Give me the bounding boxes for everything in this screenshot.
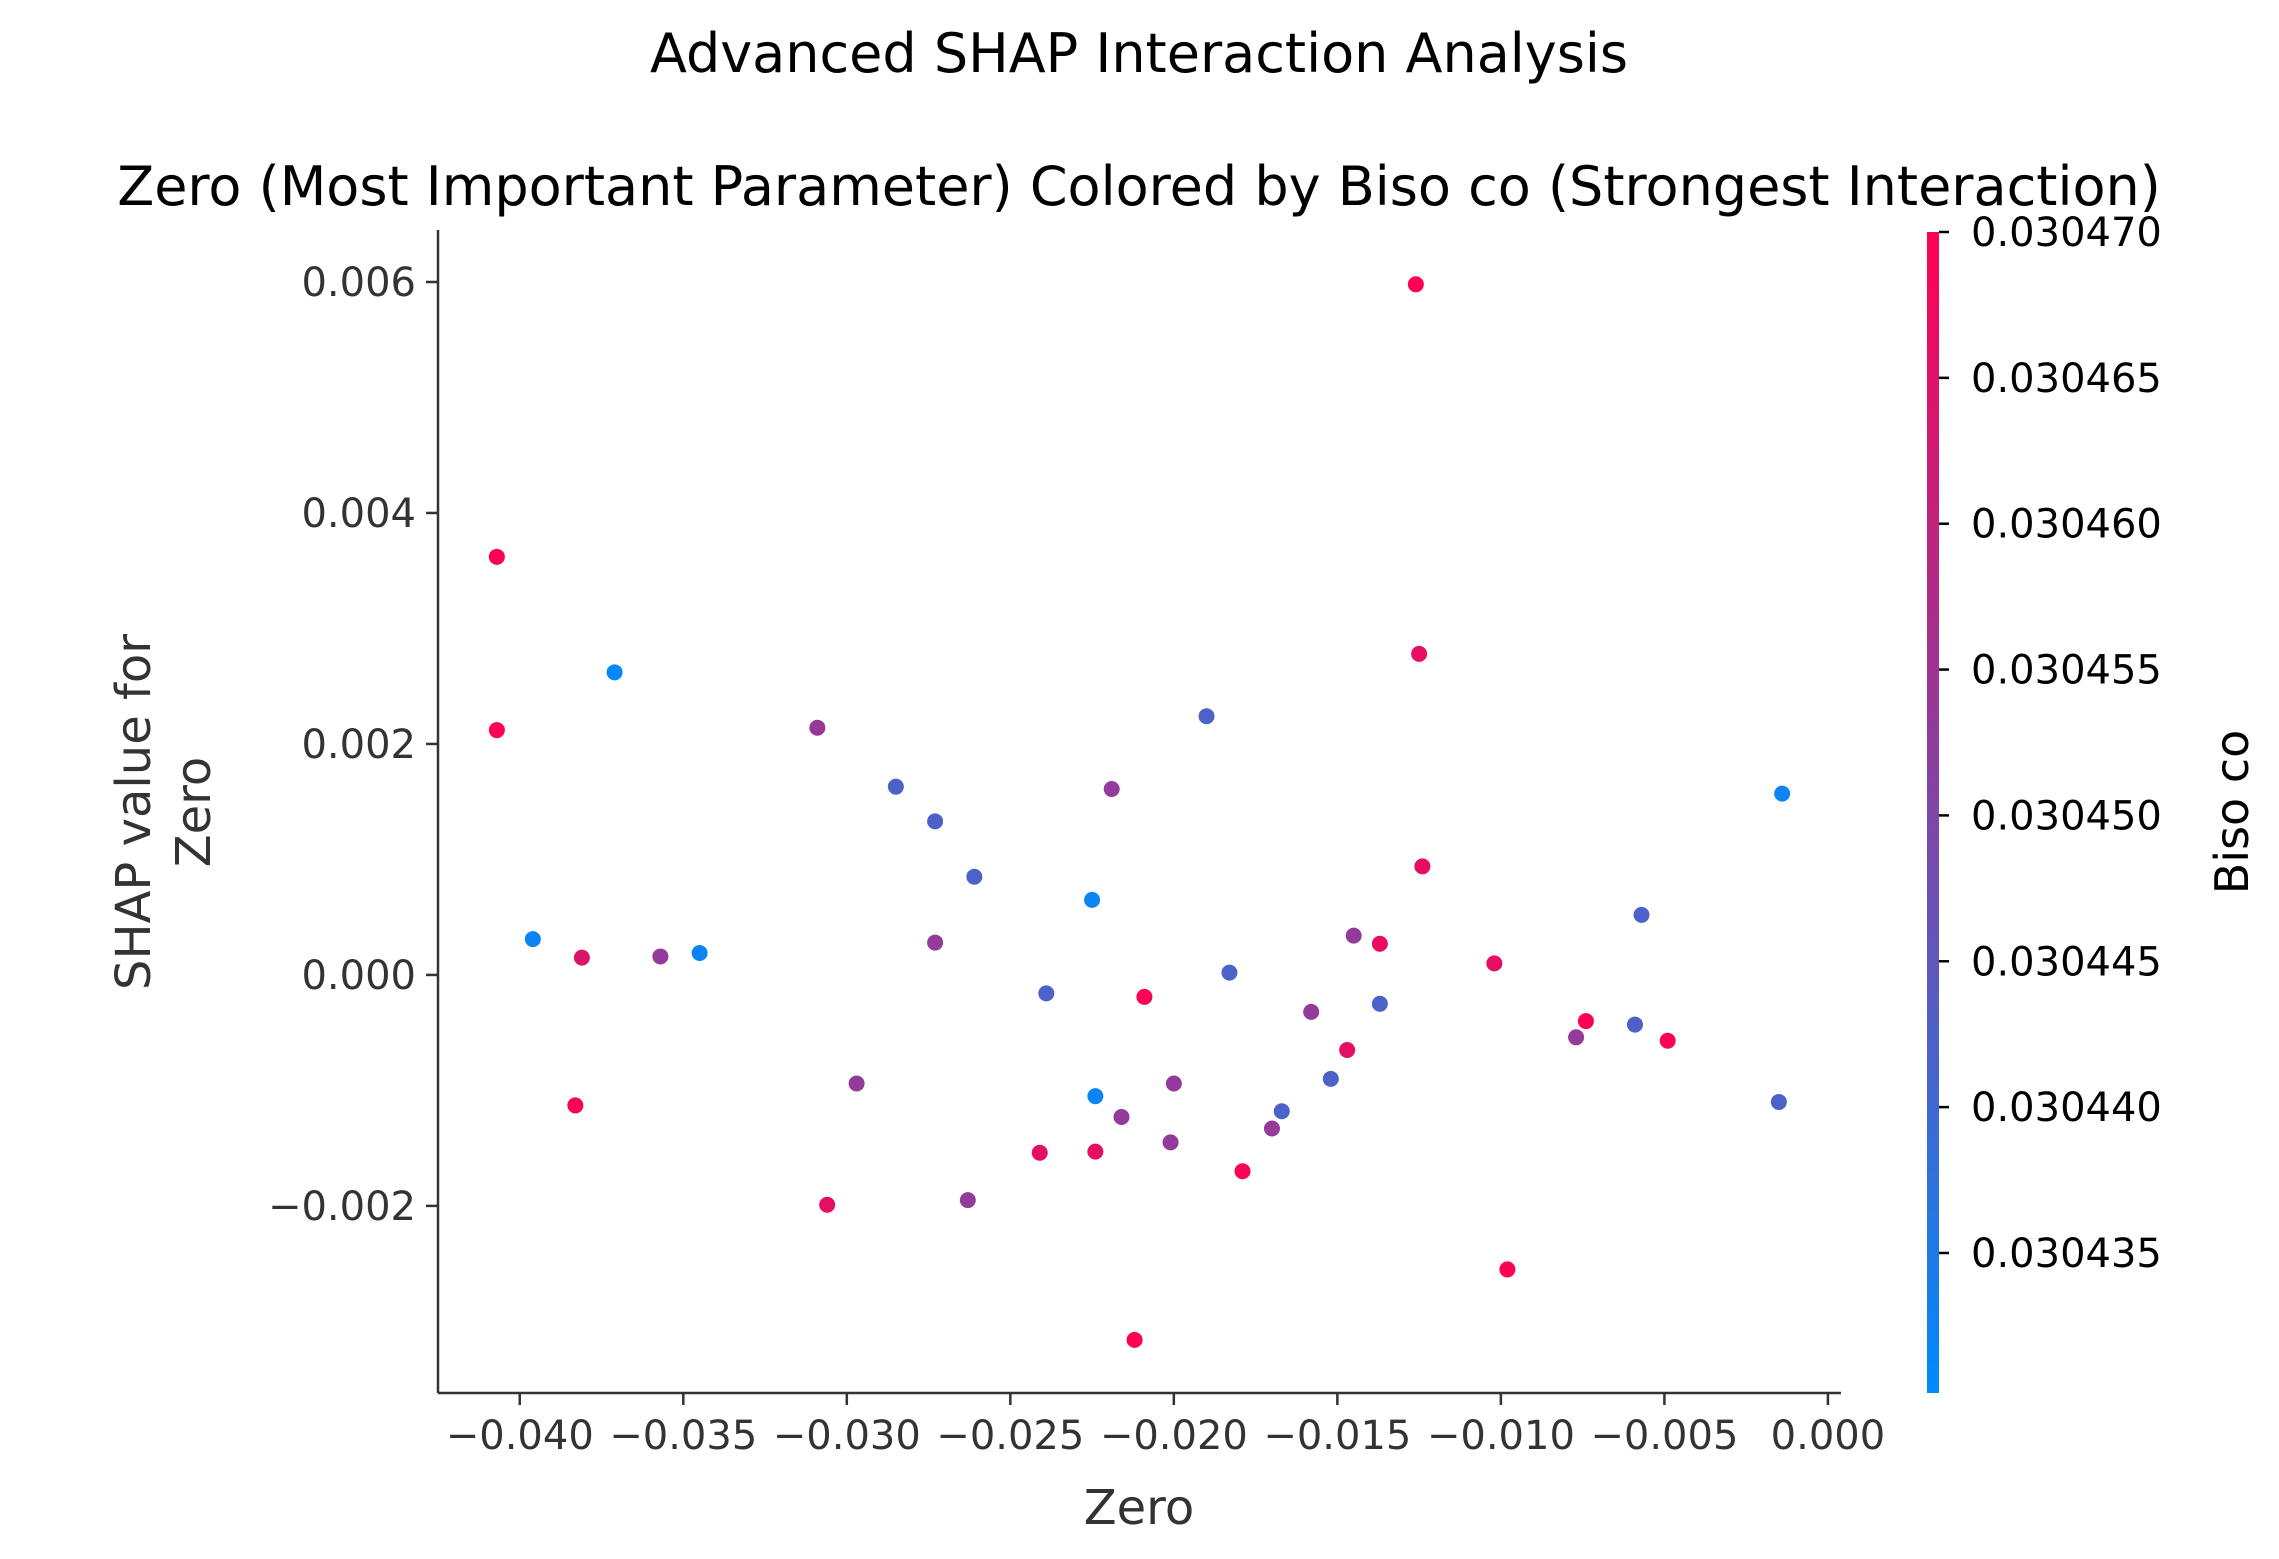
scatter-point (1087, 1143, 1104, 1160)
scatter-point (573, 949, 590, 966)
x-tick-label: −0.015 (1263, 1413, 1411, 1459)
scatter-point (1103, 780, 1120, 797)
scatter-point (1626, 1016, 1643, 1033)
x-tick-label: −0.040 (446, 1413, 594, 1459)
scatter-point (1486, 955, 1503, 972)
scatter-point (606, 664, 623, 681)
scatter-point (1263, 1120, 1280, 1137)
scatter-point (1411, 645, 1428, 662)
scatter-point (819, 1196, 836, 1213)
x-tick-label: −0.025 (936, 1413, 1084, 1459)
x-tick-label: −0.030 (773, 1413, 921, 1459)
x-axis-label: Zero (1084, 1480, 1194, 1536)
colorbar-tick-label: 0.030445 (1971, 939, 2162, 985)
scatter-point (1339, 1041, 1356, 1058)
colorbar-tick-label: 0.030455 (1971, 648, 2162, 694)
x-tick-label: −0.035 (609, 1413, 757, 1459)
colorbar-tick-label: 0.030465 (1971, 356, 2162, 402)
y-axis-label-line2: Zero (166, 757, 222, 867)
colorbar-gradient (1927, 232, 1939, 1393)
scatter-point (524, 931, 541, 948)
colorbar-tick-label: 0.030435 (1971, 1231, 2162, 1277)
scatter-points (488, 276, 1791, 1348)
y-ticks: 0.006 0.004 0.002 0.000 −0.002 (268, 260, 438, 1230)
colorbar-label: Biso co (2205, 730, 2259, 895)
scatter-point (1577, 1013, 1594, 1030)
y-axis-label: SHAP value for Zero (106, 634, 222, 990)
scatter-point (1273, 1103, 1290, 1120)
scatter-point (1038, 985, 1055, 1002)
scatter-point (652, 948, 669, 965)
scatter-point (691, 944, 708, 961)
scatter-point (1162, 1134, 1179, 1151)
y-tick-label: 0.000 (301, 953, 416, 999)
scatter-point (1414, 858, 1431, 875)
scatter-point (488, 548, 505, 565)
x-tick-label: 0.000 (1771, 1413, 1886, 1459)
y-axis-label-line1: SHAP value for (106, 634, 162, 990)
plot-area: −0.040 −0.035 −0.030 −0.025 −0.020 −0.015 −0.0… (268, 230, 1885, 1459)
scatter-point (1499, 1261, 1516, 1278)
scatter-point (1126, 1331, 1143, 1348)
colorbar-tick-label: 0.030450 (1971, 793, 2162, 839)
x-tick-label: −0.020 (1100, 1413, 1248, 1459)
y-tick-label: 0.006 (301, 260, 416, 306)
colorbar-tick-label: 0.030460 (1971, 502, 2162, 548)
scatter-point (1770, 1093, 1787, 1110)
scatter-point (1371, 935, 1388, 952)
y-tick-label: 0.004 (301, 491, 416, 537)
scatter-point (848, 1075, 865, 1092)
scatter-point (966, 868, 983, 885)
scatter-point (1633, 906, 1650, 923)
scatter-point (1165, 1075, 1182, 1092)
scatter-point (1345, 927, 1362, 944)
scatter-point (1234, 1163, 1251, 1180)
scatter-point (488, 722, 505, 739)
scatter-point (1371, 995, 1388, 1012)
x-ticks: −0.040 −0.035 −0.030 −0.025 −0.020 −0.015 −0.0… (446, 1393, 1885, 1459)
scatter-point (959, 1192, 976, 1209)
scatter-point (887, 778, 904, 795)
scatter-point (1303, 1003, 1320, 1020)
x-tick-label: −0.005 (1590, 1413, 1738, 1459)
colorbar-tick-label: 0.030440 (1971, 1085, 2162, 1131)
y-tick-label: 0.002 (301, 722, 416, 768)
scatter-point (1407, 276, 1424, 293)
chart-title: Zero (Most Important Parameter) Colored … (117, 155, 2161, 218)
scatter-point (567, 1097, 584, 1114)
y-tick-label: −0.002 (268, 1184, 416, 1230)
scatter-point (1659, 1032, 1676, 1049)
colorbar-tick-label: 0.030470 (1971, 210, 2162, 256)
chart-suptitle: Advanced SHAP Interaction Analysis (650, 22, 1628, 85)
scatter-point (1221, 964, 1238, 981)
scatter-point (1774, 785, 1791, 802)
scatter-point (927, 813, 944, 830)
scatter-point (1322, 1070, 1339, 1087)
scatter-point (1113, 1108, 1130, 1125)
colorbar: 0.030470 0.030465 0.030460 0.030455 0.030450… (1927, 210, 2259, 1393)
scatter-point (927, 934, 944, 951)
colorbar-ticks: 0.030470 0.030465 0.030460 0.030455 0.030450… (1939, 210, 2162, 1277)
scatter-point (809, 719, 826, 736)
scatter-point (1087, 1088, 1104, 1105)
scatter-point (1198, 708, 1215, 725)
scatter-point (1136, 988, 1153, 1005)
scatter-point (1031, 1144, 1048, 1161)
scatter-point (1084, 891, 1101, 908)
x-tick-label: −0.010 (1427, 1413, 1575, 1459)
scatter-point (1568, 1029, 1585, 1046)
